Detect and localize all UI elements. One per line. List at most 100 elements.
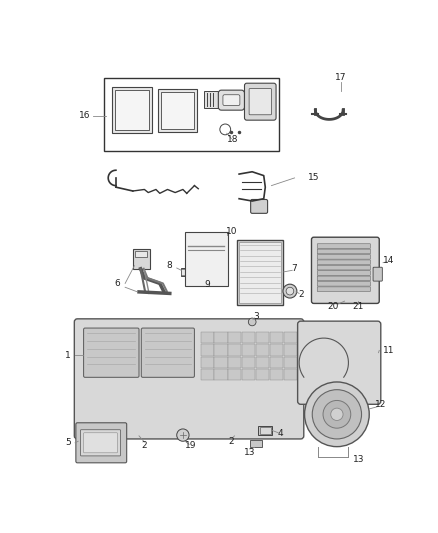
- Text: 2: 2: [141, 441, 147, 450]
- FancyBboxPatch shape: [373, 267, 382, 281]
- Bar: [256, 369, 269, 381]
- Bar: [158, 90, 197, 132]
- FancyBboxPatch shape: [84, 433, 117, 453]
- Bar: [228, 357, 241, 368]
- FancyBboxPatch shape: [317, 260, 371, 264]
- FancyBboxPatch shape: [317, 276, 371, 281]
- Text: 11: 11: [383, 346, 394, 355]
- Circle shape: [177, 429, 189, 441]
- FancyBboxPatch shape: [218, 90, 244, 110]
- Circle shape: [331, 408, 343, 421]
- Bar: [161, 92, 194, 128]
- FancyBboxPatch shape: [311, 237, 379, 303]
- Bar: [133, 249, 150, 269]
- FancyBboxPatch shape: [81, 430, 120, 456]
- Text: 21: 21: [353, 302, 364, 311]
- Text: 18: 18: [227, 135, 239, 144]
- Circle shape: [304, 382, 369, 447]
- Text: 15: 15: [308, 173, 320, 182]
- Bar: [201, 369, 214, 381]
- FancyBboxPatch shape: [317, 255, 371, 259]
- FancyBboxPatch shape: [317, 271, 371, 276]
- Text: 4: 4: [278, 429, 283, 438]
- Bar: [284, 369, 297, 381]
- Bar: [284, 357, 297, 368]
- Bar: [256, 344, 269, 356]
- Bar: [256, 357, 269, 368]
- Circle shape: [312, 390, 361, 439]
- Bar: [242, 357, 255, 368]
- Bar: [258, 426, 272, 435]
- Text: 6: 6: [115, 279, 120, 288]
- Bar: [242, 369, 255, 381]
- FancyBboxPatch shape: [251, 199, 268, 213]
- FancyBboxPatch shape: [317, 281, 371, 286]
- FancyBboxPatch shape: [76, 423, 127, 463]
- Text: 8: 8: [166, 261, 172, 270]
- Bar: [201, 357, 214, 368]
- FancyBboxPatch shape: [244, 83, 276, 120]
- Bar: [112, 87, 152, 133]
- Text: 2: 2: [229, 437, 234, 446]
- Text: 14: 14: [383, 256, 394, 265]
- Bar: [237, 239, 283, 305]
- Text: 5: 5: [65, 438, 71, 447]
- FancyBboxPatch shape: [84, 328, 139, 377]
- FancyBboxPatch shape: [298, 321, 381, 405]
- Bar: [250, 440, 262, 447]
- Bar: [239, 242, 281, 303]
- Bar: [284, 332, 297, 343]
- Bar: [103, 78, 279, 151]
- Text: 1: 1: [65, 351, 71, 360]
- FancyBboxPatch shape: [317, 287, 371, 292]
- FancyBboxPatch shape: [317, 249, 371, 254]
- Circle shape: [248, 318, 256, 326]
- FancyBboxPatch shape: [317, 265, 371, 270]
- Bar: [215, 369, 228, 381]
- Bar: [180, 268, 196, 276]
- Bar: [215, 332, 228, 343]
- Bar: [260, 427, 271, 433]
- FancyBboxPatch shape: [249, 88, 272, 115]
- Bar: [284, 344, 297, 356]
- Bar: [215, 357, 228, 368]
- Bar: [185, 232, 228, 286]
- Bar: [228, 369, 241, 381]
- Bar: [270, 332, 283, 343]
- Text: 16: 16: [79, 111, 91, 120]
- Bar: [115, 90, 149, 130]
- Bar: [228, 344, 241, 356]
- Bar: [270, 357, 283, 368]
- Text: 12: 12: [375, 400, 386, 409]
- Bar: [242, 344, 255, 356]
- Bar: [201, 344, 214, 356]
- Text: 3: 3: [253, 312, 259, 321]
- Circle shape: [283, 284, 297, 298]
- Text: 9: 9: [205, 280, 210, 289]
- Circle shape: [201, 273, 208, 280]
- Bar: [270, 344, 283, 356]
- Bar: [215, 344, 228, 356]
- Text: 20: 20: [327, 302, 339, 311]
- Bar: [228, 332, 241, 343]
- Bar: [181, 269, 186, 275]
- Text: 19: 19: [185, 441, 196, 450]
- Text: 10: 10: [226, 227, 237, 236]
- Circle shape: [286, 287, 294, 295]
- FancyBboxPatch shape: [74, 319, 304, 439]
- FancyBboxPatch shape: [141, 328, 194, 377]
- Text: 13: 13: [244, 448, 256, 457]
- Text: 7: 7: [292, 263, 297, 272]
- Bar: [204, 91, 218, 108]
- Bar: [270, 369, 283, 381]
- Bar: [256, 332, 269, 343]
- FancyBboxPatch shape: [223, 95, 240, 106]
- Text: 17: 17: [335, 74, 346, 82]
- Text: 2: 2: [298, 290, 304, 300]
- Bar: [201, 332, 214, 343]
- FancyBboxPatch shape: [317, 244, 371, 248]
- Circle shape: [323, 400, 351, 428]
- Bar: [135, 251, 148, 257]
- Text: 13: 13: [353, 455, 364, 464]
- Bar: [242, 332, 255, 343]
